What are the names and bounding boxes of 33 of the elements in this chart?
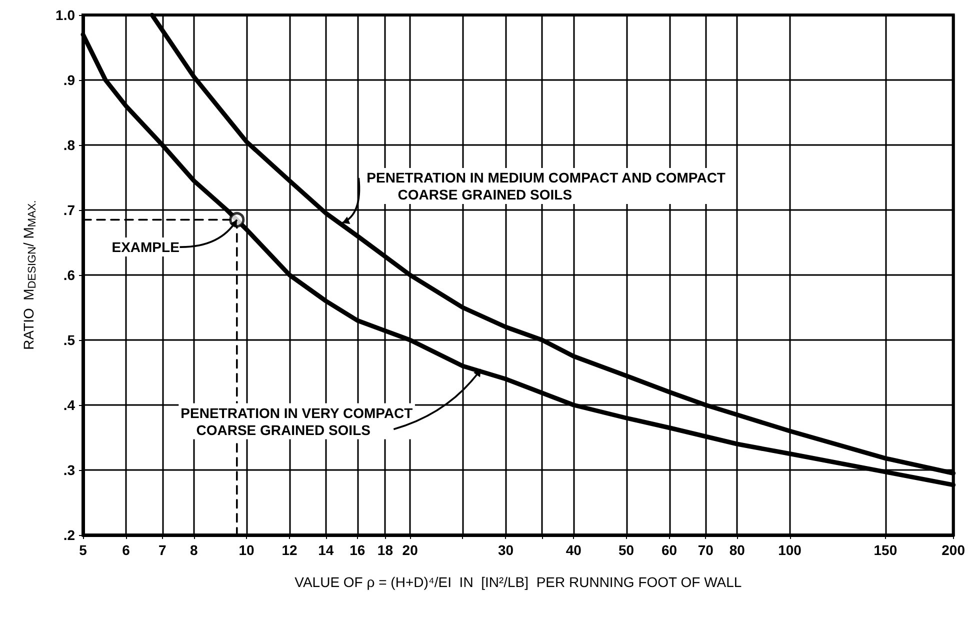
x-tick-label: 30 <box>498 542 514 558</box>
x-tick-label: 8 <box>190 542 198 558</box>
y-tick-label: .5 <box>63 332 76 348</box>
y-tick-label: .9 <box>63 72 76 88</box>
x-tick-label: 100 <box>778 542 802 558</box>
y-tick-label: .6 <box>63 267 76 283</box>
x-tick-label: 14 <box>318 542 334 558</box>
x-tick-label: 60 <box>661 542 678 558</box>
y-tick-label: .4 <box>63 397 76 413</box>
x-tick-label: 50 <box>618 542 634 558</box>
x-tick-label: 20 <box>402 542 418 558</box>
x-tick-label: 6 <box>122 542 130 558</box>
x-tick-label: 80 <box>729 542 746 558</box>
x-tick-label: 150 <box>874 542 898 558</box>
x-tick-label: 10 <box>238 542 255 558</box>
y-tick-label: .3 <box>63 462 76 478</box>
x-tick-label: 70 <box>698 542 714 558</box>
x-tick-label: 7 <box>158 542 166 558</box>
x-tick-label: 5 <box>79 542 88 558</box>
y-tick-label: 1.0 <box>56 7 76 23</box>
x-tick-label: 18 <box>377 542 394 558</box>
y-tick-label: .7 <box>63 202 76 218</box>
x-tick-label: 40 <box>566 542 582 558</box>
y-tick-label: .2 <box>63 527 76 543</box>
x-axis-title: VALUE OF ρ = (H+D)⁴/EI IN [IN²/LB] PER RUNNING FOOT OF WALL <box>294 574 742 590</box>
annotation: PENETRATION IN MEDIUM COMPACT AND COMPACT COARSE GRAINED SOILS <box>366 169 726 202</box>
y-axis-title: RATIO MDESIGN/ MMAX. <box>20 200 38 350</box>
x-tick-label: 16 <box>350 542 366 558</box>
y-tick-label: .8 <box>63 137 76 153</box>
annotation: PENETRATION IN VERY COMPACT COARSE GRAINED SOILS <box>180 404 414 438</box>
x-tick-label: 12 <box>282 542 298 558</box>
annotation: EXAMPLE <box>112 239 180 256</box>
x-tick-label: 200 <box>942 542 966 558</box>
